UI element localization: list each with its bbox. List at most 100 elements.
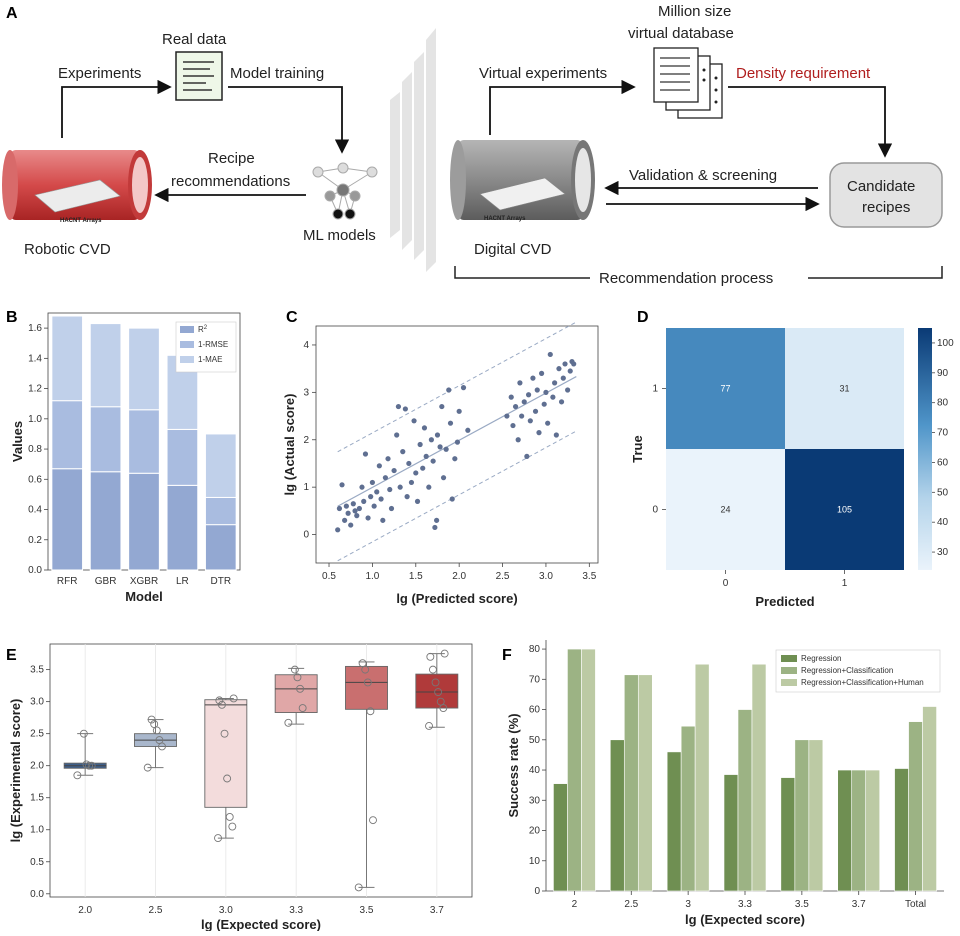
scatter-point bbox=[434, 432, 441, 438]
scatter-point bbox=[519, 413, 525, 419]
scatter-point bbox=[571, 361, 577, 367]
scatter-point bbox=[515, 437, 521, 443]
legend-label: 1-MAE bbox=[198, 355, 222, 364]
x-tick-label: 3.0 bbox=[219, 905, 233, 916]
scatter-point bbox=[354, 513, 360, 519]
candidate-label-line2: recipes bbox=[862, 199, 910, 216]
x-tick-label: 2.0 bbox=[452, 571, 466, 582]
scatter-point bbox=[547, 351, 553, 358]
robotic-cvd-tube bbox=[2, 150, 152, 220]
scatter-point bbox=[558, 399, 565, 405]
data-point bbox=[434, 688, 443, 696]
data-point bbox=[366, 707, 375, 716]
data-point bbox=[428, 665, 437, 674]
scatter-point bbox=[567, 368, 573, 374]
legend-swatch bbox=[180, 356, 194, 363]
y-axis-title: lg (Experimental score) bbox=[8, 699, 23, 843]
x-axis-title: lg (Predicted score) bbox=[396, 591, 517, 606]
bar bbox=[694, 663, 710, 892]
lower-band-line bbox=[337, 430, 577, 562]
scatter-point bbox=[420, 465, 426, 471]
bar bbox=[865, 769, 881, 892]
y-tick-label: 2 bbox=[303, 435, 309, 446]
legend-swatch bbox=[180, 326, 194, 333]
million-size-line2: virtual database bbox=[628, 25, 734, 42]
scatter-point bbox=[423, 453, 429, 459]
y-tick-label: 0.8 bbox=[28, 444, 42, 455]
legend-label: R2 bbox=[198, 325, 208, 334]
x-tick-label: 2 bbox=[572, 899, 578, 910]
data-point bbox=[229, 694, 238, 703]
panel-e-chart: E 0.0 0.5 1.0 1.5 2.0 2.5 3.0 3.5 2.0 2.5 3.0 3.3 3.… bbox=[6, 643, 473, 932]
scatter-point bbox=[449, 496, 455, 502]
bar bbox=[637, 674, 653, 892]
scatter-point bbox=[560, 375, 566, 381]
x-axis-title: Model bbox=[125, 589, 163, 604]
bar bbox=[567, 648, 582, 892]
y-tick-label: 1.0 bbox=[28, 414, 42, 425]
recommendation-process-label: Recommendation process bbox=[599, 270, 773, 287]
data-point bbox=[284, 718, 293, 727]
data-point bbox=[147, 715, 156, 724]
scatter-point bbox=[388, 505, 395, 512]
x-tick-label: 3.0 bbox=[539, 571, 553, 582]
scatter-point bbox=[400, 449, 406, 455]
x-tick-label: 2.5 bbox=[149, 905, 163, 916]
scatter-point bbox=[536, 430, 542, 436]
bar bbox=[851, 769, 867, 892]
data-point bbox=[426, 652, 435, 661]
x-tick-label: 3.7 bbox=[430, 905, 444, 916]
scatter-point bbox=[428, 437, 435, 443]
data-point bbox=[431, 678, 440, 687]
scatter-point bbox=[361, 498, 367, 504]
x-tick-label: 1 bbox=[842, 578, 848, 589]
scatter-point bbox=[426, 484, 432, 490]
heatmap-cell bbox=[666, 328, 785, 449]
scatter-point bbox=[336, 505, 343, 512]
virtual-experiments-arrow bbox=[489, 79, 636, 135]
data-point bbox=[79, 729, 88, 738]
bar bbox=[680, 725, 696, 892]
y-tick-label: 70 bbox=[529, 674, 541, 685]
scatter-point bbox=[365, 515, 371, 521]
real-data-label: Real data bbox=[162, 31, 227, 48]
legend-swatch bbox=[180, 341, 194, 348]
experiments-arrow bbox=[61, 79, 172, 138]
y-tick-label: 1.2 bbox=[28, 384, 42, 395]
scatter-point bbox=[430, 458, 436, 464]
data-point bbox=[217, 700, 226, 709]
y-tick-label: 20 bbox=[529, 826, 541, 837]
bar-segment bbox=[166, 484, 199, 571]
data-point bbox=[214, 834, 222, 843]
bar bbox=[666, 751, 682, 892]
scatter-point bbox=[378, 496, 384, 502]
box bbox=[204, 699, 248, 808]
y-tick-label: 1 bbox=[652, 384, 658, 395]
scatter-point bbox=[413, 470, 419, 476]
y-tick-label: 50 bbox=[529, 735, 541, 746]
bar-segment bbox=[51, 400, 84, 470]
scatter-point bbox=[406, 460, 412, 467]
scatter-point bbox=[556, 366, 562, 372]
legend-swatch bbox=[781, 679, 797, 686]
y-tick-label: 1.6 bbox=[28, 323, 42, 334]
x-tick-label: 3.5 bbox=[795, 899, 809, 910]
scatter-point bbox=[550, 394, 556, 400]
scatter-point bbox=[552, 380, 558, 386]
bar bbox=[737, 709, 753, 892]
panel-letter-c: C bbox=[286, 309, 298, 326]
bar-segment bbox=[204, 496, 237, 526]
recommendation-bracket bbox=[454, 266, 943, 279]
scatter-point bbox=[417, 441, 423, 448]
colorbar bbox=[918, 328, 932, 570]
scatter-point bbox=[376, 463, 382, 469]
scatter-point bbox=[521, 399, 527, 405]
heatmap-cell bbox=[785, 449, 904, 570]
data-point bbox=[298, 704, 307, 713]
scatter-point bbox=[421, 425, 428, 431]
scatter-point bbox=[562, 361, 568, 367]
scatter-point bbox=[414, 498, 421, 504]
y-axis-title: True bbox=[630, 435, 645, 462]
scatter-point bbox=[504, 413, 510, 419]
data-point bbox=[143, 763, 152, 772]
